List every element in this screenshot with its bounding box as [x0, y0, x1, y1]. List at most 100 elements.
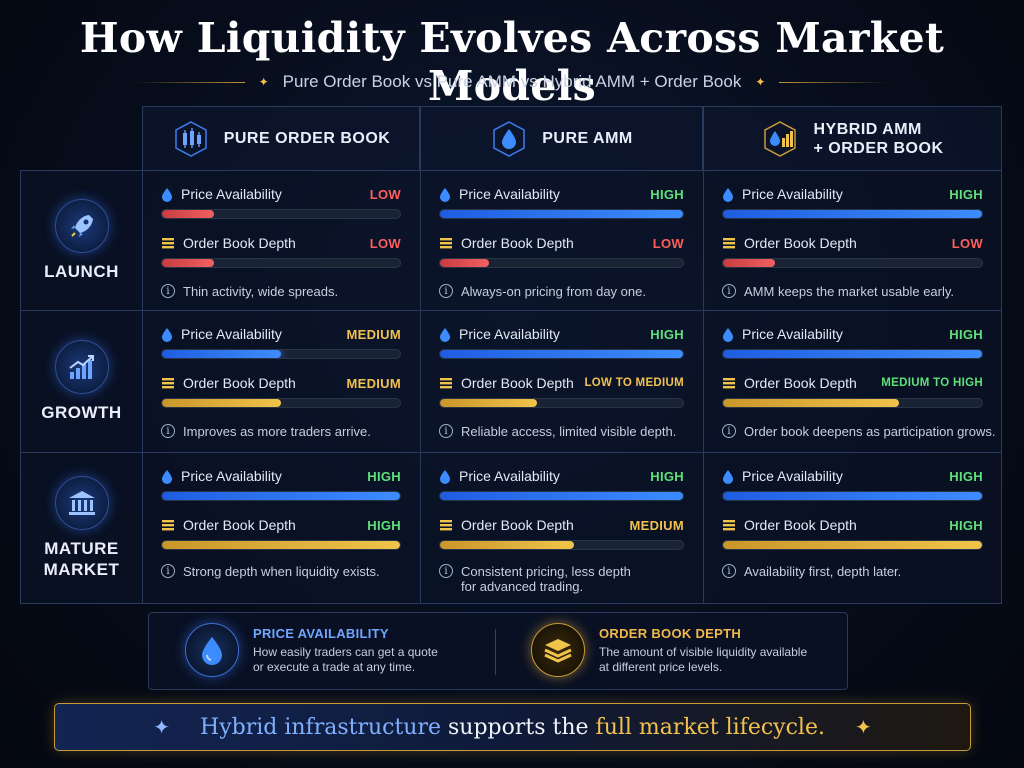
sparkle-icon: ✦ [153, 716, 171, 739]
metric-name: Order Book Depth [461, 375, 574, 391]
price-availability-metric: Price Availability HIGH [722, 324, 983, 364]
sparkle-icon: ✦ [854, 716, 872, 739]
cell-row2-col2: Price Availability HIGH Order Book Depth HI… [704, 453, 1003, 603]
order-book-depth-metric: Order Book Depth LOW [161, 233, 401, 273]
column-divider [703, 453, 704, 603]
row-2: MATURE MARKET Price Availability HIGH Order … [20, 453, 1002, 604]
droplet-icon [161, 187, 173, 202]
row-label-line-1: GROWTH [41, 403, 122, 422]
metric-level: MEDIUM [346, 326, 401, 342]
row-label: MATURE MARKET [21, 453, 143, 603]
level-bar-fill [162, 541, 400, 549]
metric-header: Price Availability HIGH [439, 466, 684, 486]
cell-note-line-1: Improves as more traders arrive. [183, 424, 371, 439]
price-availability-metric: Price Availability HIGH [439, 466, 684, 506]
level-bar-track [161, 540, 401, 550]
stack-icon [161, 519, 175, 532]
info-icon: i [439, 284, 453, 298]
order-book-depth-metric: Order Book Depth HIGH [722, 515, 983, 555]
cell-note: i Improves as more traders arrive. [161, 424, 371, 439]
metric-level: HIGH [367, 517, 401, 533]
order-book-depth-metric: Order Book Depth LOW [722, 233, 983, 273]
cell-row0-col2: Price Availability HIGH Order Book Depth LO… [704, 171, 1003, 310]
cell-row1-col1: Price Availability HIGH Order Book Depth LO… [421, 311, 704, 452]
stack-icon [439, 237, 453, 250]
info-icon: i [161, 424, 175, 438]
level-bar-track [722, 540, 983, 550]
droplet-icon [439, 327, 451, 342]
metric-name: Order Book Depth [744, 517, 857, 533]
level-bar-fill [440, 259, 489, 267]
column-header-line-1: HYBRID AMM [813, 120, 922, 138]
metric-header: Price Availability MEDIUM [161, 324, 401, 344]
cell-note-text: AMM keeps the market usable early. [744, 284, 954, 299]
level-bar-fill [723, 399, 900, 407]
order-book-depth-metric: Order Book Depth MEDIUM [439, 515, 684, 555]
level-bar-fill [440, 399, 538, 407]
metric-header: Order Book Depth MEDIUM [439, 515, 684, 535]
metric-level: MEDIUM [629, 517, 684, 533]
info-icon: i [722, 284, 736, 298]
cell-note-text: Reliable access, limited visible depth. [461, 424, 676, 439]
metric-level: LOW [369, 186, 401, 202]
level-bar-fill [440, 492, 683, 500]
summary-banner: ✦ Hybrid infrastructure supports the ful… [54, 703, 971, 751]
legend-depth-desc-1: The amount of visible liquidity availabl… [599, 644, 808, 659]
droplet-icon [161, 469, 173, 484]
metric-level: HIGH [949, 517, 983, 533]
level-bar-track [439, 258, 684, 268]
stack-icon [439, 519, 453, 532]
level-bar-track [439, 349, 684, 359]
level-bar-fill [162, 399, 281, 407]
droplet-icon [722, 469, 734, 484]
order-book-depth-metric: Order Book Depth MEDIUM TO HIGH [722, 373, 983, 413]
level-bar-fill [723, 210, 982, 218]
metric-name: Price Availability [181, 326, 282, 342]
cell-note-line-1: Consistent pricing, less depth [461, 564, 631, 579]
banner-highlight-2: full market lifecycle. [595, 714, 825, 740]
metric-name: Price Availability [181, 186, 282, 202]
legend-depth-title: ORDER BOOK DEPTH [599, 625, 742, 641]
level-bar-track [439, 209, 684, 219]
column-divider [703, 311, 704, 452]
level-bar-fill [723, 492, 982, 500]
cell-note-line-1: Strong depth when liquidity exists. [183, 564, 380, 579]
column-header-1: PURE AMM [420, 106, 703, 170]
column-header-line-1: PURE AMM [542, 130, 633, 147]
row-label-line-1: LAUNCH [44, 262, 119, 281]
info-icon: i [722, 564, 736, 578]
metric-name: Price Availability [459, 468, 560, 484]
level-bar-fill [162, 210, 215, 218]
column-divider [420, 311, 421, 452]
column-divider [703, 171, 704, 310]
metric-header: Order Book Depth LOW [722, 233, 983, 253]
level-bar-track [439, 491, 684, 501]
column-header-label: HYBRID AMM + ORDER BOOK [813, 120, 943, 158]
candlestick-icon [172, 120, 210, 158]
metric-name: Order Book Depth [744, 235, 857, 251]
level-bar-track [161, 491, 401, 501]
info-icon: i [439, 424, 453, 438]
stack-icon [531, 623, 585, 677]
metric-header: Price Availability HIGH [439, 184, 684, 204]
metric-header: Order Book Depth HIGH [722, 515, 983, 535]
cell-row0-col1: Price Availability HIGH Order Book Depth LO… [421, 171, 704, 310]
metric-level: LOW [951, 235, 983, 251]
banner-text: Hybrid infrastructure supports the full … [200, 715, 825, 740]
stack-icon [439, 377, 453, 390]
banner-middle: supports the [441, 714, 596, 740]
level-bar-track [161, 209, 401, 219]
column-header-label: PURE AMM [542, 129, 633, 148]
row-label-text: GROWTH [41, 402, 121, 423]
cell-note: i Order book deepens as participation gro… [722, 424, 995, 439]
stack-icon [722, 237, 736, 250]
stack-icon [161, 377, 175, 390]
level-bar-track [722, 209, 983, 219]
metric-header: Order Book Depth MEDIUM [161, 373, 401, 393]
level-bar-fill [440, 541, 574, 549]
cell-note-line-2: for advanced trading. [461, 579, 584, 594]
metric-header: Order Book Depth HIGH [161, 515, 401, 535]
cell-note-text: Improves as more traders arrive. [183, 424, 371, 439]
metric-level: MEDIUM TO HIGH [881, 377, 983, 389]
info-icon: i [439, 564, 453, 578]
